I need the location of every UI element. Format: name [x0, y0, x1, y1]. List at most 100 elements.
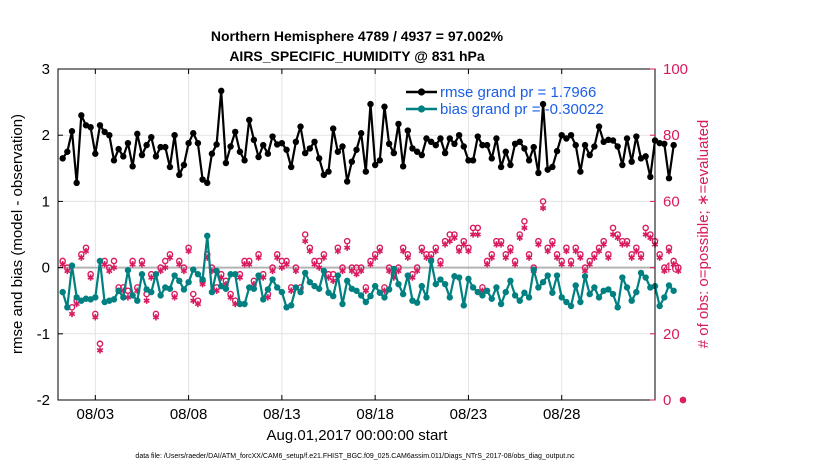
y-right-tick-label: 60	[663, 193, 680, 210]
obs-possible-point	[315, 257, 323, 265]
rmse-series-point	[353, 146, 360, 153]
rmse-series-point	[162, 143, 169, 151]
rmse-series-point	[78, 112, 85, 119]
bias-series-point	[255, 272, 262, 279]
obs-evaluated-point	[623, 241, 631, 248]
bias-series-point	[563, 298, 570, 306]
rmse-series-point	[96, 122, 104, 129]
x-tick-label: 08/28	[543, 406, 581, 423]
bias-series-point	[577, 298, 584, 306]
obs-evaluated-point	[633, 247, 640, 255]
rmse-series-point	[609, 137, 617, 144]
bias-series-point	[516, 297, 523, 304]
data-file-footer: data file: /Users/raeder/DAI/ATM_forcXX/…	[135, 453, 575, 460]
obs-evaluated-point	[605, 254, 612, 261]
bias-series-point	[404, 272, 412, 279]
bias-series-point	[73, 294, 80, 301]
obs-evaluated-point	[180, 267, 188, 275]
legend-rmse-label: rmse grand pr = 1.7966	[440, 84, 596, 101]
obs-evaluated-point	[302, 237, 309, 245]
bias-series-point	[535, 284, 542, 291]
obs-possible-point	[161, 257, 169, 265]
rmse-series-point	[623, 135, 631, 142]
bias-series-point	[301, 269, 309, 277]
obs-possible-point	[521, 217, 528, 225]
rmse-series-point	[451, 140, 458, 148]
bias-series-point	[269, 276, 276, 283]
plot-frame	[57, 68, 656, 401]
x-tick-label: 08/13	[263, 406, 301, 423]
rmse-series-point	[404, 127, 412, 134]
rmse-series-point	[577, 168, 584, 175]
obs-evaluated-point	[586, 261, 593, 268]
bias-series-point	[180, 286, 188, 293]
rmse-series-point	[204, 179, 211, 187]
bias-series-point	[670, 287, 677, 294]
rmse-series-point	[213, 141, 220, 148]
bias-series-point	[460, 302, 467, 309]
rmse-series-point	[479, 141, 486, 149]
bias-series-point	[483, 287, 491, 294]
rmse-series-point	[320, 171, 328, 179]
rmse-series-point	[278, 139, 286, 147]
obs-evaluated-point	[101, 261, 108, 268]
rmse-series-point	[474, 133, 481, 140]
obs-possible-point	[301, 231, 309, 238]
rmse-series-point	[148, 133, 155, 141]
obs-evaluated-point	[236, 274, 244, 281]
bias-series-point	[642, 274, 649, 281]
rmse-series-point	[329, 125, 337, 132]
rmse-series-point	[549, 163, 556, 171]
rmse-series-point	[437, 135, 444, 142]
bias-series-point	[129, 292, 136, 299]
bias-series-point	[619, 274, 626, 281]
series-layer	[59, 87, 687, 404]
grid	[58, 68, 655, 401]
bias-series-point	[530, 266, 537, 273]
rmse-series-point	[460, 143, 467, 150]
obs-evaluated-point	[679, 396, 687, 404]
rmse-series-point	[493, 135, 500, 142]
rmse-series-point	[232, 128, 239, 136]
rmse-series-point	[134, 130, 141, 138]
x-axis-label: Aug.01,2017 00:00:00 start	[267, 427, 449, 444]
obs-possible-point	[539, 198, 547, 205]
rmse-series-point	[670, 141, 677, 149]
obs-evaluated-point	[143, 297, 150, 304]
obs-evaluated-point	[311, 261, 318, 268]
bias-series-point	[427, 257, 435, 265]
bias-series-point	[605, 286, 612, 293]
obs-evaluated-point	[68, 310, 76, 318]
rmse-series-point	[68, 128, 76, 135]
rmse-series-point	[539, 100, 547, 108]
obs-evaluated-point	[162, 264, 169, 271]
rmse-series-point	[423, 135, 430, 142]
bias-series-point	[288, 302, 295, 309]
bias-series-point	[274, 284, 281, 291]
bias-series-point	[661, 294, 668, 301]
obs-possible-point	[96, 340, 104, 348]
obs-evaluated-point	[563, 247, 570, 255]
bias-series-point	[194, 271, 202, 278]
rmse-series-point	[497, 163, 505, 171]
obs-evaluated-point	[367, 261, 374, 268]
bias-series-point	[124, 267, 132, 274]
bias-series-point	[264, 286, 272, 293]
bias-series-point	[134, 297, 141, 304]
bias-series-point	[507, 277, 514, 285]
obs-evaluated-point	[166, 254, 174, 261]
rmse-series-point	[306, 145, 314, 152]
rmse-series-point	[633, 133, 640, 140]
bias-series-point	[306, 278, 314, 286]
obs-evaluated-point	[320, 254, 328, 261]
rmse-series-point	[124, 139, 132, 147]
legend: rmse grand pr = 1.7966 bias grand pr = -…	[406, 84, 604, 118]
y-tick-label: -2	[37, 392, 50, 409]
rmse-series-point	[446, 135, 453, 142]
bias-series-point	[138, 271, 146, 278]
obs-evaluated-point	[274, 254, 281, 261]
bias-series-point	[525, 294, 533, 301]
bias-series-point	[204, 232, 211, 240]
rmse-series-point	[572, 141, 579, 149]
rmse-series-point	[469, 157, 477, 164]
